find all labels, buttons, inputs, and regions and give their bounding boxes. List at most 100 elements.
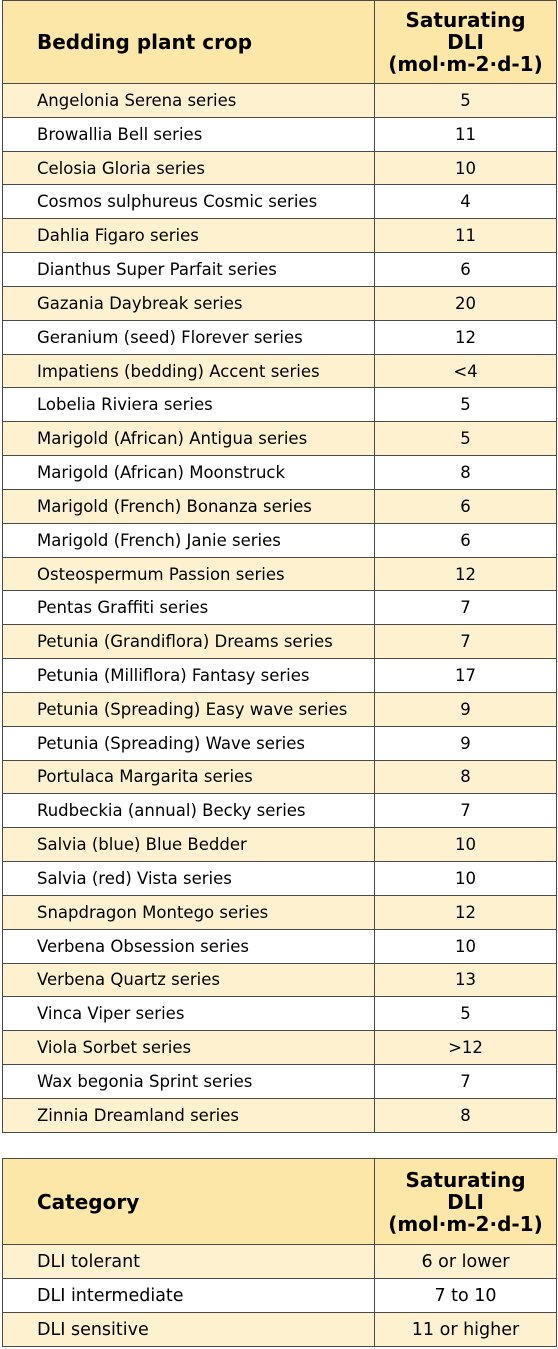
row-label: Geranium (seed) Florever series [2, 319, 375, 355]
header-dli-line1: Saturating [405, 1167, 526, 1192]
row-dli-value: 20 [374, 285, 557, 321]
row-dli-value: 8 [374, 759, 557, 795]
table-row: Rudbeckia (annual) Becky series 7 [2, 793, 557, 829]
row-label: Vinca Viper series [2, 996, 375, 1032]
header-category: Category [2, 1158, 375, 1245]
category-table-header-row: Category Saturating DLI (mol·m-2·d-1) [2, 1158, 557, 1245]
table-row: DLI tolerant 6 or lower [2, 1244, 557, 1279]
header-dli-line2: DLI [447, 1189, 484, 1214]
table-row: Salvia (blue) Blue Bedder 10 [2, 827, 557, 863]
row-label: Verbena Obsession series [2, 928, 375, 964]
row-dli-value: 6 [374, 488, 557, 524]
row-label: Browallia Bell series [2, 116, 375, 152]
table-row: Vinca Viper series 5 [2, 996, 557, 1032]
row-dli-value: 11 or higher [374, 1312, 557, 1347]
row-label: Osteospermum Passion series [2, 556, 375, 592]
table-row: Zinnia Dreamland series 8 [2, 1097, 557, 1133]
row-label: Celosia Gloria series [2, 150, 375, 186]
header-dli-line3: (mol·m-2·d-1) [388, 1211, 543, 1236]
row-label: Cosmos sulphureus Cosmic series [2, 184, 375, 220]
row-dli-value: 12 [374, 894, 557, 930]
table-row: DLI intermediate 7 to 10 [2, 1278, 557, 1313]
row-label: Dahlia Figaro series [2, 218, 375, 254]
crop-table-header-row: Bedding plant crop Saturating DLI (mol·m… [2, 0, 557, 84]
table-row: Osteospermum Passion series 12 [2, 556, 557, 592]
row-label: Marigold (African) Antigua series [2, 421, 375, 457]
row-label: Rudbeckia (annual) Becky series [2, 793, 375, 829]
header-dli-line3: (mol·m-2·d-1) [388, 52, 543, 76]
row-dli-value: 10 [374, 150, 557, 186]
row-dli-value: 5 [374, 83, 557, 118]
table-row: Portulaca Margarita series 8 [2, 759, 557, 795]
table-row: Gazania Daybreak series 20 [2, 285, 557, 321]
table-row: Marigold (French) Bonanza series 6 [2, 488, 557, 524]
row-dli-value: 10 [374, 827, 557, 863]
row-dli-value: 11 [374, 116, 557, 152]
table-row: Snapdragon Montego series 12 [2, 894, 557, 930]
row-label: Lobelia Riviera series [2, 387, 375, 423]
row-label: Angelonia Serena series [2, 83, 375, 118]
row-dli-value: 10 [374, 928, 557, 964]
table-row: Salvia (red) Vista series 10 [2, 861, 557, 896]
row-dli-value: 12 [374, 319, 557, 355]
table-row: Verbena Obsession series 10 [2, 928, 557, 964]
table-row: Petunia (Spreading) Easy wave series 9 [2, 691, 557, 727]
header-dli-line1: Saturating [405, 8, 526, 32]
table-row: Dahlia Figaro series 11 [2, 218, 557, 254]
row-label: Marigold (French) Bonanza series [2, 488, 375, 524]
table-row: Geranium (seed) Florever series 12 [2, 319, 557, 355]
row-label: Wax begonia Sprint series [2, 1064, 375, 1099]
row-dli-value: 6 [374, 522, 557, 558]
row-dli-value: 17 [374, 658, 557, 693]
row-dli-value: 12 [374, 556, 557, 592]
category-table-body: DLI tolerant 6 or lower DLI intermediate 7 … [2, 1244, 557, 1347]
row-dli-value: 7 [374, 590, 557, 626]
row-dli-value: 5 [374, 996, 557, 1032]
table-row: Marigold (French) Janie series 6 [2, 522, 557, 558]
row-label: DLI sensitive [2, 1312, 375, 1347]
row-label: Salvia (red) Vista series [2, 861, 375, 896]
row-dli-value: 4 [374, 184, 557, 220]
row-label: Marigold (African) Moonstruck [2, 455, 375, 490]
row-dli-value: 9 [374, 725, 557, 761]
row-dli-value: 6 [374, 252, 557, 287]
table-row: Petunia (Spreading) Wave series 9 [2, 725, 557, 761]
table-row: Viola Sorbet series >12 [2, 1030, 557, 1066]
header-saturating-dli: Saturating DLI (mol·m-2·d-1) [374, 1158, 557, 1245]
row-dli-value: 7 to 10 [374, 1278, 557, 1313]
row-dli-value: 9 [374, 691, 557, 727]
row-label: Pentas Graffiti series [2, 590, 375, 626]
row-dli-value: 5 [374, 387, 557, 423]
table-row: Angelonia Serena series 5 [2, 83, 557, 118]
row-label: Salvia (blue) Blue Bedder [2, 827, 375, 863]
row-label: Zinnia Dreamland series [2, 1097, 375, 1133]
table-row: Petunia (Grandiflora) Dreams series 7 [2, 624, 557, 660]
table-row: Petunia (Milliflora) Fantasy series 17 [2, 658, 557, 693]
table-row: Impatiens (bedding) Accent series <4 [2, 353, 557, 389]
row-dli-value: <4 [374, 353, 557, 389]
table-row: DLI sensitive 11 or higher [2, 1312, 557, 1347]
row-dli-value: 10 [374, 861, 557, 896]
row-label: Petunia (Milliflora) Fantasy series [2, 658, 375, 693]
row-dli-value: >12 [374, 1030, 557, 1066]
row-dli-value: 13 [374, 962, 557, 998]
row-label: Marigold (French) Janie series [2, 522, 375, 558]
table-row: Pentas Graffiti series 7 [2, 590, 557, 626]
crop-table-body: Angelonia Serena series 5 Browallia Bell s… [2, 83, 557, 1133]
table-row: Marigold (African) Antigua series 5 [2, 421, 557, 457]
table-row: Cosmos sulphureus Cosmic series 4 [2, 184, 557, 220]
table-row: Dianthus Super Parfait series 6 [2, 252, 557, 287]
row-dli-value: 11 [374, 218, 557, 254]
row-dli-value: 7 [374, 793, 557, 829]
row-label: Verbena Quartz series [2, 962, 375, 998]
crop-dli-table: Bedding plant crop Saturating DLI (mol·m… [2, 0, 557, 1133]
table-row: Browallia Bell series 11 [2, 116, 557, 152]
table-row: Wax begonia Sprint series 7 [2, 1064, 557, 1099]
row-dli-value: 5 [374, 421, 557, 457]
row-dli-value: 8 [374, 455, 557, 490]
header-dli-line2: DLI [447, 30, 484, 54]
row-dli-value: 6 or lower [374, 1244, 557, 1279]
table-row: Verbena Quartz series 13 [2, 962, 557, 998]
row-dli-value: 7 [374, 624, 557, 660]
category-dli-table: Category Saturating DLI (mol·m-2·d-1) DL… [2, 1158, 557, 1347]
